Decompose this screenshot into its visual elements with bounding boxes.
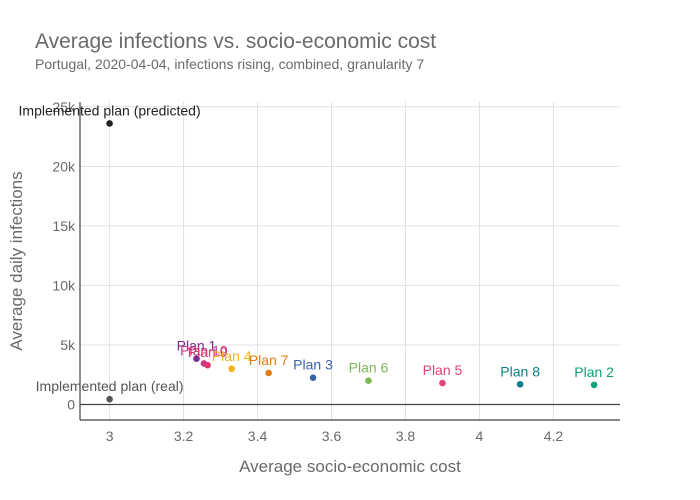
- y-tick-label: 15k: [52, 218, 76, 234]
- x-tick-label: 4: [476, 428, 484, 444]
- y-tick-label: 25k: [52, 99, 76, 115]
- x-axis-title: Average socio-economic cost: [239, 457, 461, 476]
- y-tick-label: 0: [67, 397, 75, 413]
- x-tick-label: 3: [106, 428, 114, 444]
- data-labels: Implemented plan (predicted) Implemented …: [19, 102, 615, 394]
- x-tick-label: 3.8: [396, 428, 416, 444]
- data-point[interactable]: [365, 377, 372, 384]
- data-point[interactable]: [106, 120, 113, 127]
- data-point[interactable]: [309, 374, 317, 382]
- data-point[interactable]: [193, 355, 200, 362]
- axes: [79, 102, 620, 421]
- data-label: Plan 8: [500, 363, 540, 379]
- y-tick-label: 20k: [52, 158, 76, 174]
- x-tick-label: 3.6: [322, 428, 342, 444]
- data-points: [106, 120, 598, 403]
- data-point[interactable]: [106, 395, 113, 403]
- y-tick-label: 10k: [52, 277, 76, 293]
- data-point[interactable]: [590, 381, 598, 389]
- y-axis-title: Average daily infections: [7, 171, 26, 350]
- y-tick-label: 5k: [60, 337, 76, 353]
- data-label: Plan 3: [293, 357, 333, 373]
- data-point[interactable]: [265, 369, 272, 377]
- data-label: Plan 5: [423, 362, 463, 378]
- data-label: Implemented plan (predicted): [19, 102, 201, 118]
- data-label: Plan 2: [574, 364, 614, 380]
- data-point[interactable]: [516, 380, 524, 388]
- data-label: Plan 4: [212, 348, 252, 364]
- data-label: Implemented plan (real): [36, 378, 184, 394]
- data-point[interactable]: [439, 379, 446, 387]
- x-tick-label: 3.4: [248, 428, 268, 444]
- y-axis-ticks: 0 5k 10k 15k 20k 25k: [52, 99, 76, 413]
- chart-subtitle: Portugal, 2020-04-04, infections rising,…: [35, 56, 425, 72]
- data-label: Plan 9: [188, 344, 228, 360]
- data-point[interactable]: [228, 365, 235, 373]
- x-tick-label: 3.2: [174, 428, 194, 444]
- x-axis-ticks: 3 3.2 3.4 3.6 3.8 4 4.2: [106, 428, 564, 444]
- chart-title: Average infections vs. socio-economic co…: [35, 30, 437, 53]
- data-label: Plan 6: [349, 360, 389, 376]
- data-point[interactable]: [204, 361, 211, 369]
- data-label: Plan 1: [177, 338, 217, 354]
- x-tick-label: 4.2: [544, 428, 564, 444]
- grid-lines: [80, 102, 620, 420]
- data-label: Plan 7: [249, 352, 289, 368]
- data-label: Plan 10: [180, 342, 228, 358]
